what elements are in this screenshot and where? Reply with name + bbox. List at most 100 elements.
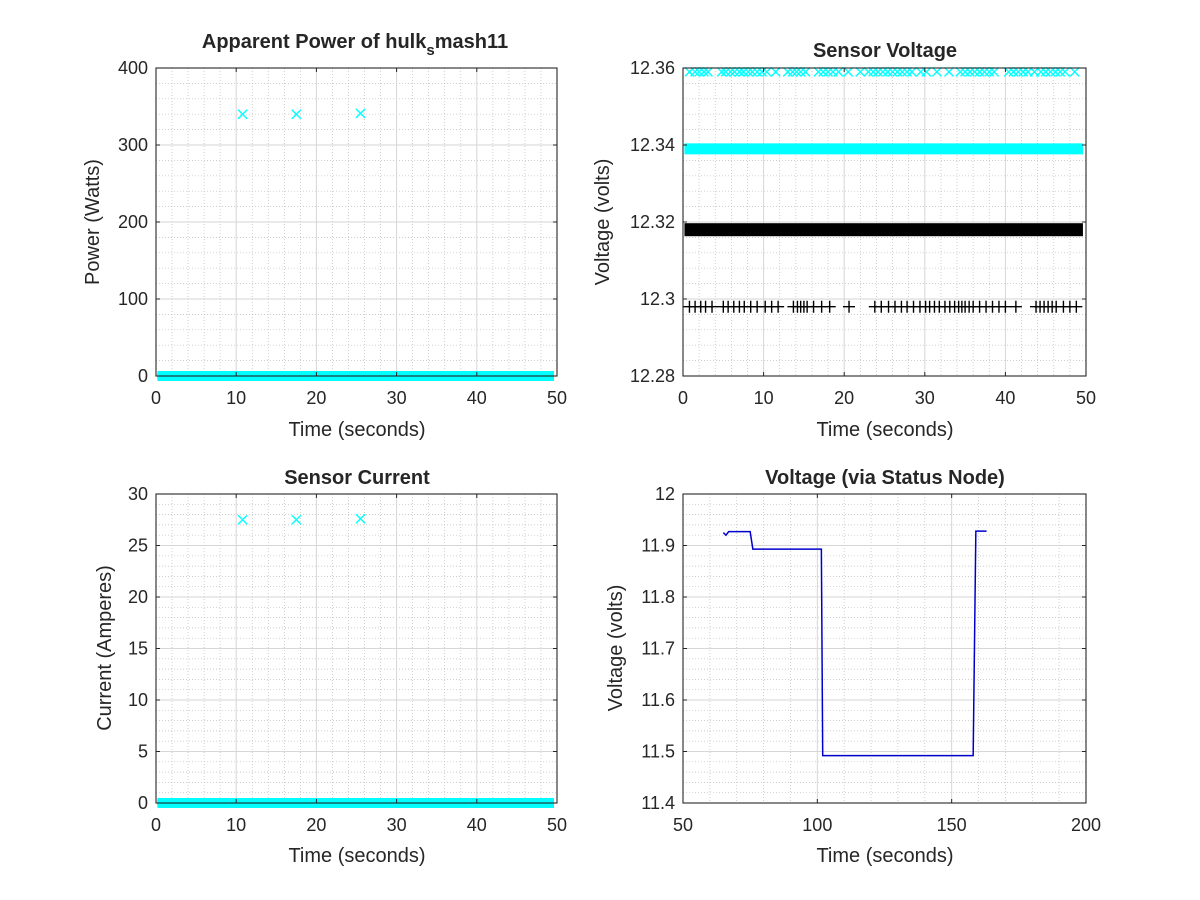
x-marker: [877, 66, 888, 77]
y-tick-label: 12.32: [630, 212, 675, 232]
plus-marker: [843, 300, 856, 313]
y-tick-label: 5: [138, 742, 148, 762]
x-marker: [756, 66, 767, 77]
y-tick-label: 400: [118, 58, 148, 78]
x-marker: [960, 66, 971, 77]
x-marker: [291, 514, 302, 525]
x-marker: [882, 66, 893, 77]
x-axis-label: Time (seconds): [288, 845, 425, 867]
subplot-title: Sensor Voltage: [813, 40, 957, 62]
y-tick-label: 11.9: [641, 536, 675, 556]
x-marker: [1008, 66, 1019, 77]
plus-marker: [823, 300, 836, 313]
x-marker: [355, 513, 366, 524]
x-marker: [752, 66, 763, 77]
y-tick-label: 11.4: [641, 793, 675, 813]
subplot-sensor-voltage: 0 10 20 30 40 50 12.28 12.3 12.32 12.34 12.36 Sens…: [592, 40, 1096, 441]
x-marker: [818, 66, 829, 77]
x-marker: [955, 66, 966, 77]
plus-marker: [706, 300, 719, 313]
x-tick-label: 50: [547, 388, 567, 408]
x-marker: [734, 66, 745, 77]
x-marker: [770, 66, 781, 77]
x-marker: [873, 66, 884, 77]
x-marker: [943, 66, 954, 77]
x-marker: [1035, 66, 1046, 77]
y-axis-label: Power (Watts): [82, 159, 104, 285]
x-tick-label: 20: [306, 388, 326, 408]
subplot-sensor-current: 0 10 20 30 40 50 0 5 10 15 20 25 30 Sensor Current T…: [94, 467, 567, 867]
x-marker: [823, 66, 834, 77]
y-tick-label: 200: [118, 212, 148, 232]
subplot-title: Apparent Power of hulksmash11: [202, 31, 508, 59]
y-tick-label: 11.6: [641, 690, 675, 710]
x-marker: [716, 66, 727, 77]
x-marker: [1040, 66, 1051, 77]
x-marker: [897, 66, 908, 77]
plus-marker: [1009, 300, 1022, 313]
x-tick-label: 30: [387, 815, 407, 835]
y-axis-label: Voltage (volts): [592, 159, 614, 286]
x-marker: [906, 66, 917, 77]
x-marker: [902, 66, 913, 77]
y-axis-label: Voltage (volts): [605, 585, 627, 712]
y-tick-label: 10: [128, 690, 148, 710]
y-tick-label: 30: [128, 484, 148, 504]
x-marker: [1055, 66, 1066, 77]
y-tick-label: 12.34: [630, 135, 675, 155]
x-marker: [974, 66, 985, 77]
x-marker: [291, 109, 302, 120]
x-axis-label: Time (seconds): [288, 419, 425, 441]
plus-marker: [772, 300, 785, 313]
x-marker: [843, 66, 854, 77]
x-marker: [1045, 66, 1056, 77]
x-marker: [720, 66, 731, 77]
x-marker: [237, 109, 248, 120]
x-marker: [1069, 66, 1080, 77]
subplot-title: Voltage (via Status Node): [765, 467, 1005, 489]
x-marker: [1013, 66, 1024, 77]
x-tick-label: 50: [673, 815, 693, 835]
x-tick-label: 40: [995, 388, 1015, 408]
x-tick-label: 100: [802, 815, 832, 835]
x-marker: [743, 66, 754, 77]
x-marker: [355, 108, 366, 119]
x-tick-label: 0: [151, 815, 161, 835]
x-marker: [787, 66, 798, 77]
x-axis-label: Time (seconds): [816, 419, 953, 441]
x-tick-label: 0: [678, 388, 688, 408]
x-marker: [855, 66, 866, 77]
y-tick-label: 25: [128, 536, 148, 556]
x-tick-label: 10: [226, 388, 246, 408]
axes-frame: [682, 493, 1087, 804]
x-marker: [690, 66, 701, 77]
x-tick-label: 50: [1076, 388, 1096, 408]
x-marker: [791, 66, 802, 77]
x-marker: [725, 66, 736, 77]
x-marker: [868, 66, 879, 77]
x-tick-label: 0: [151, 388, 161, 408]
y-tick-label: 15: [128, 639, 148, 659]
x-marker: [969, 66, 980, 77]
x-tick-label: 30: [915, 388, 935, 408]
x-marker: [702, 66, 713, 77]
y-tick-label: 300: [118, 135, 148, 155]
y-tick-label: 12.36: [630, 58, 675, 78]
x-tick-label: 10: [754, 388, 774, 408]
x-marker: [729, 66, 740, 77]
subplot-apparent-power: 0 10 20 30 40 50 0 100 200 300 400 Apparent Power …: [82, 31, 567, 441]
black-marker-band: [684, 223, 1083, 237]
x-marker: [694, 66, 705, 77]
x-marker: [964, 66, 975, 77]
x-marker: [800, 66, 811, 77]
x-marker: [1060, 66, 1071, 77]
cyan-marker-band: [684, 143, 1083, 155]
y-tick-label: 11.5: [641, 742, 675, 762]
x-tick-label: 20: [834, 388, 854, 408]
axes-frame: [155, 493, 558, 804]
x-marker: [1018, 66, 1029, 77]
y-tick-label: 12.28: [630, 366, 675, 386]
x-marker: [892, 66, 903, 77]
x-tick-label: 40: [467, 388, 487, 408]
